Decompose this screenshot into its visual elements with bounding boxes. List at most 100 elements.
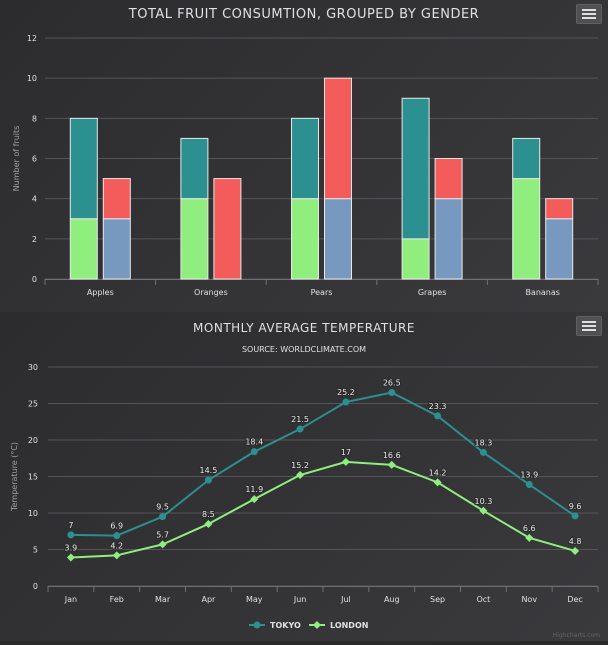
- x-tick-label: May: [246, 595, 263, 604]
- data-label: 11.9: [245, 485, 263, 494]
- bar: [512, 178, 541, 280]
- data-label: 3.9: [65, 544, 78, 553]
- x-tick-label: Aug: [384, 595, 400, 604]
- data-point: [204, 476, 212, 484]
- x-tick-label: Bananas: [525, 288, 560, 297]
- bar: [401, 238, 430, 280]
- data-label: 8.5: [202, 510, 215, 519]
- series-line: [70, 460, 576, 559]
- chart-title: MONTHLY AVERAGE TEMPERATURE: [193, 321, 415, 335]
- legend-label: LONDON: [330, 621, 368, 630]
- chart-subtitle: SOURCE: WORLDCLIMATE.COM: [242, 345, 366, 354]
- data-label: 5.7: [156, 530, 169, 539]
- data-point: [250, 448, 258, 456]
- x-tick-label: Oct: [476, 595, 490, 604]
- data-point: [433, 478, 442, 487]
- data-point: [571, 512, 579, 520]
- data-point: [525, 481, 533, 489]
- legend-marker: [313, 621, 321, 629]
- data-label: 18.4: [245, 438, 263, 447]
- hamburger-menu-icon[interactable]: [576, 316, 602, 336]
- data-point: [388, 389, 396, 397]
- data-point: [67, 531, 75, 539]
- data-label: 9.6: [569, 502, 582, 511]
- y-tick-label: 5: [33, 546, 38, 555]
- data-label: 10.3: [475, 497, 493, 506]
- data-label: 14.5: [200, 466, 218, 475]
- y-tick-label: 10: [28, 509, 38, 518]
- y-tick-label: 0: [33, 582, 38, 591]
- data-point: [204, 519, 213, 528]
- data-label: 17: [341, 448, 351, 457]
- data-point: [342, 398, 350, 406]
- data-label: 7: [68, 521, 73, 530]
- data-label: 13.9: [520, 471, 538, 480]
- hamburger-menu-icon[interactable]: [576, 4, 602, 24]
- y-tick-label: 8: [32, 114, 37, 123]
- data-label: 26.5: [383, 379, 401, 388]
- data-label: 23.3: [429, 402, 447, 411]
- data-point: [296, 425, 304, 433]
- bar: [401, 97, 430, 240]
- data-point: [158, 540, 167, 549]
- x-tick-label: Apr: [201, 595, 216, 604]
- data-label: 6.6: [523, 524, 536, 533]
- y-tick-label: 25: [28, 400, 38, 409]
- bar: [213, 178, 242, 280]
- bar: [180, 137, 209, 200]
- y-tick-label: 10: [27, 74, 37, 83]
- bar: [512, 137, 541, 180]
- data-point: [250, 495, 259, 504]
- data-label: 4.2: [110, 541, 123, 550]
- bar: [434, 158, 463, 200]
- y-tick-label: 2: [32, 235, 37, 244]
- x-tick-label: Feb: [110, 595, 124, 604]
- y-tick-label: 0: [32, 275, 37, 284]
- data-point: [479, 448, 487, 456]
- bar: [324, 77, 352, 200]
- x-tick-label: Dec: [567, 595, 582, 604]
- data-label: 15.2: [291, 461, 309, 470]
- bar: [180, 198, 209, 280]
- data-point: [571, 546, 580, 555]
- y-axis-title: Number of fruits: [12, 126, 21, 192]
- x-tick-label: Sep: [430, 595, 445, 604]
- y-tick-label: 6: [32, 155, 37, 164]
- y-tick-label: 15: [28, 473, 38, 482]
- x-tick-label: Nov: [521, 595, 537, 604]
- temperature-chart: MONTHLY AVERAGE TEMPERATURE SOURCE: WORLD…: [0, 312, 608, 641]
- data-label: 18.3: [475, 438, 493, 447]
- y-tick-label: 20: [28, 436, 38, 445]
- x-tick-label: Oranges: [194, 288, 228, 297]
- data-point: [296, 471, 305, 480]
- chart-credit: Highcharts.com: [552, 632, 600, 639]
- x-tick-label: Jul: [340, 595, 351, 604]
- bar: [434, 198, 463, 280]
- x-tick-label: Jun: [293, 595, 307, 604]
- data-point: [387, 460, 396, 469]
- bar: [69, 218, 98, 280]
- series-line: [70, 391, 576, 537]
- data-point: [159, 513, 167, 521]
- y-tick-label: 30: [28, 363, 38, 372]
- bar: [102, 178, 131, 220]
- y-tick-label: 12: [27, 34, 37, 43]
- fruit-consumption-chart: TOTAL FRUIT CONSUMTION, GROUPED BY GENDE…: [0, 0, 608, 312]
- data-point: [66, 553, 75, 562]
- data-point: [434, 412, 442, 420]
- x-tick-label: Pears: [311, 288, 333, 297]
- data-point: [479, 506, 488, 515]
- x-tick-label: Apples: [87, 288, 114, 297]
- legend-label: TOKYO: [270, 621, 301, 630]
- data-label: 9.5: [156, 503, 169, 512]
- data-point: [112, 551, 121, 560]
- bar: [324, 198, 352, 280]
- bar: [291, 198, 319, 280]
- data-label: 14.2: [429, 468, 447, 477]
- bar: [69, 117, 98, 220]
- x-tick-label: Jan: [64, 595, 77, 604]
- data-label: 16.6: [383, 451, 401, 460]
- data-point: [113, 532, 121, 540]
- data-label: 4.8: [569, 537, 582, 546]
- bar: [545, 218, 574, 280]
